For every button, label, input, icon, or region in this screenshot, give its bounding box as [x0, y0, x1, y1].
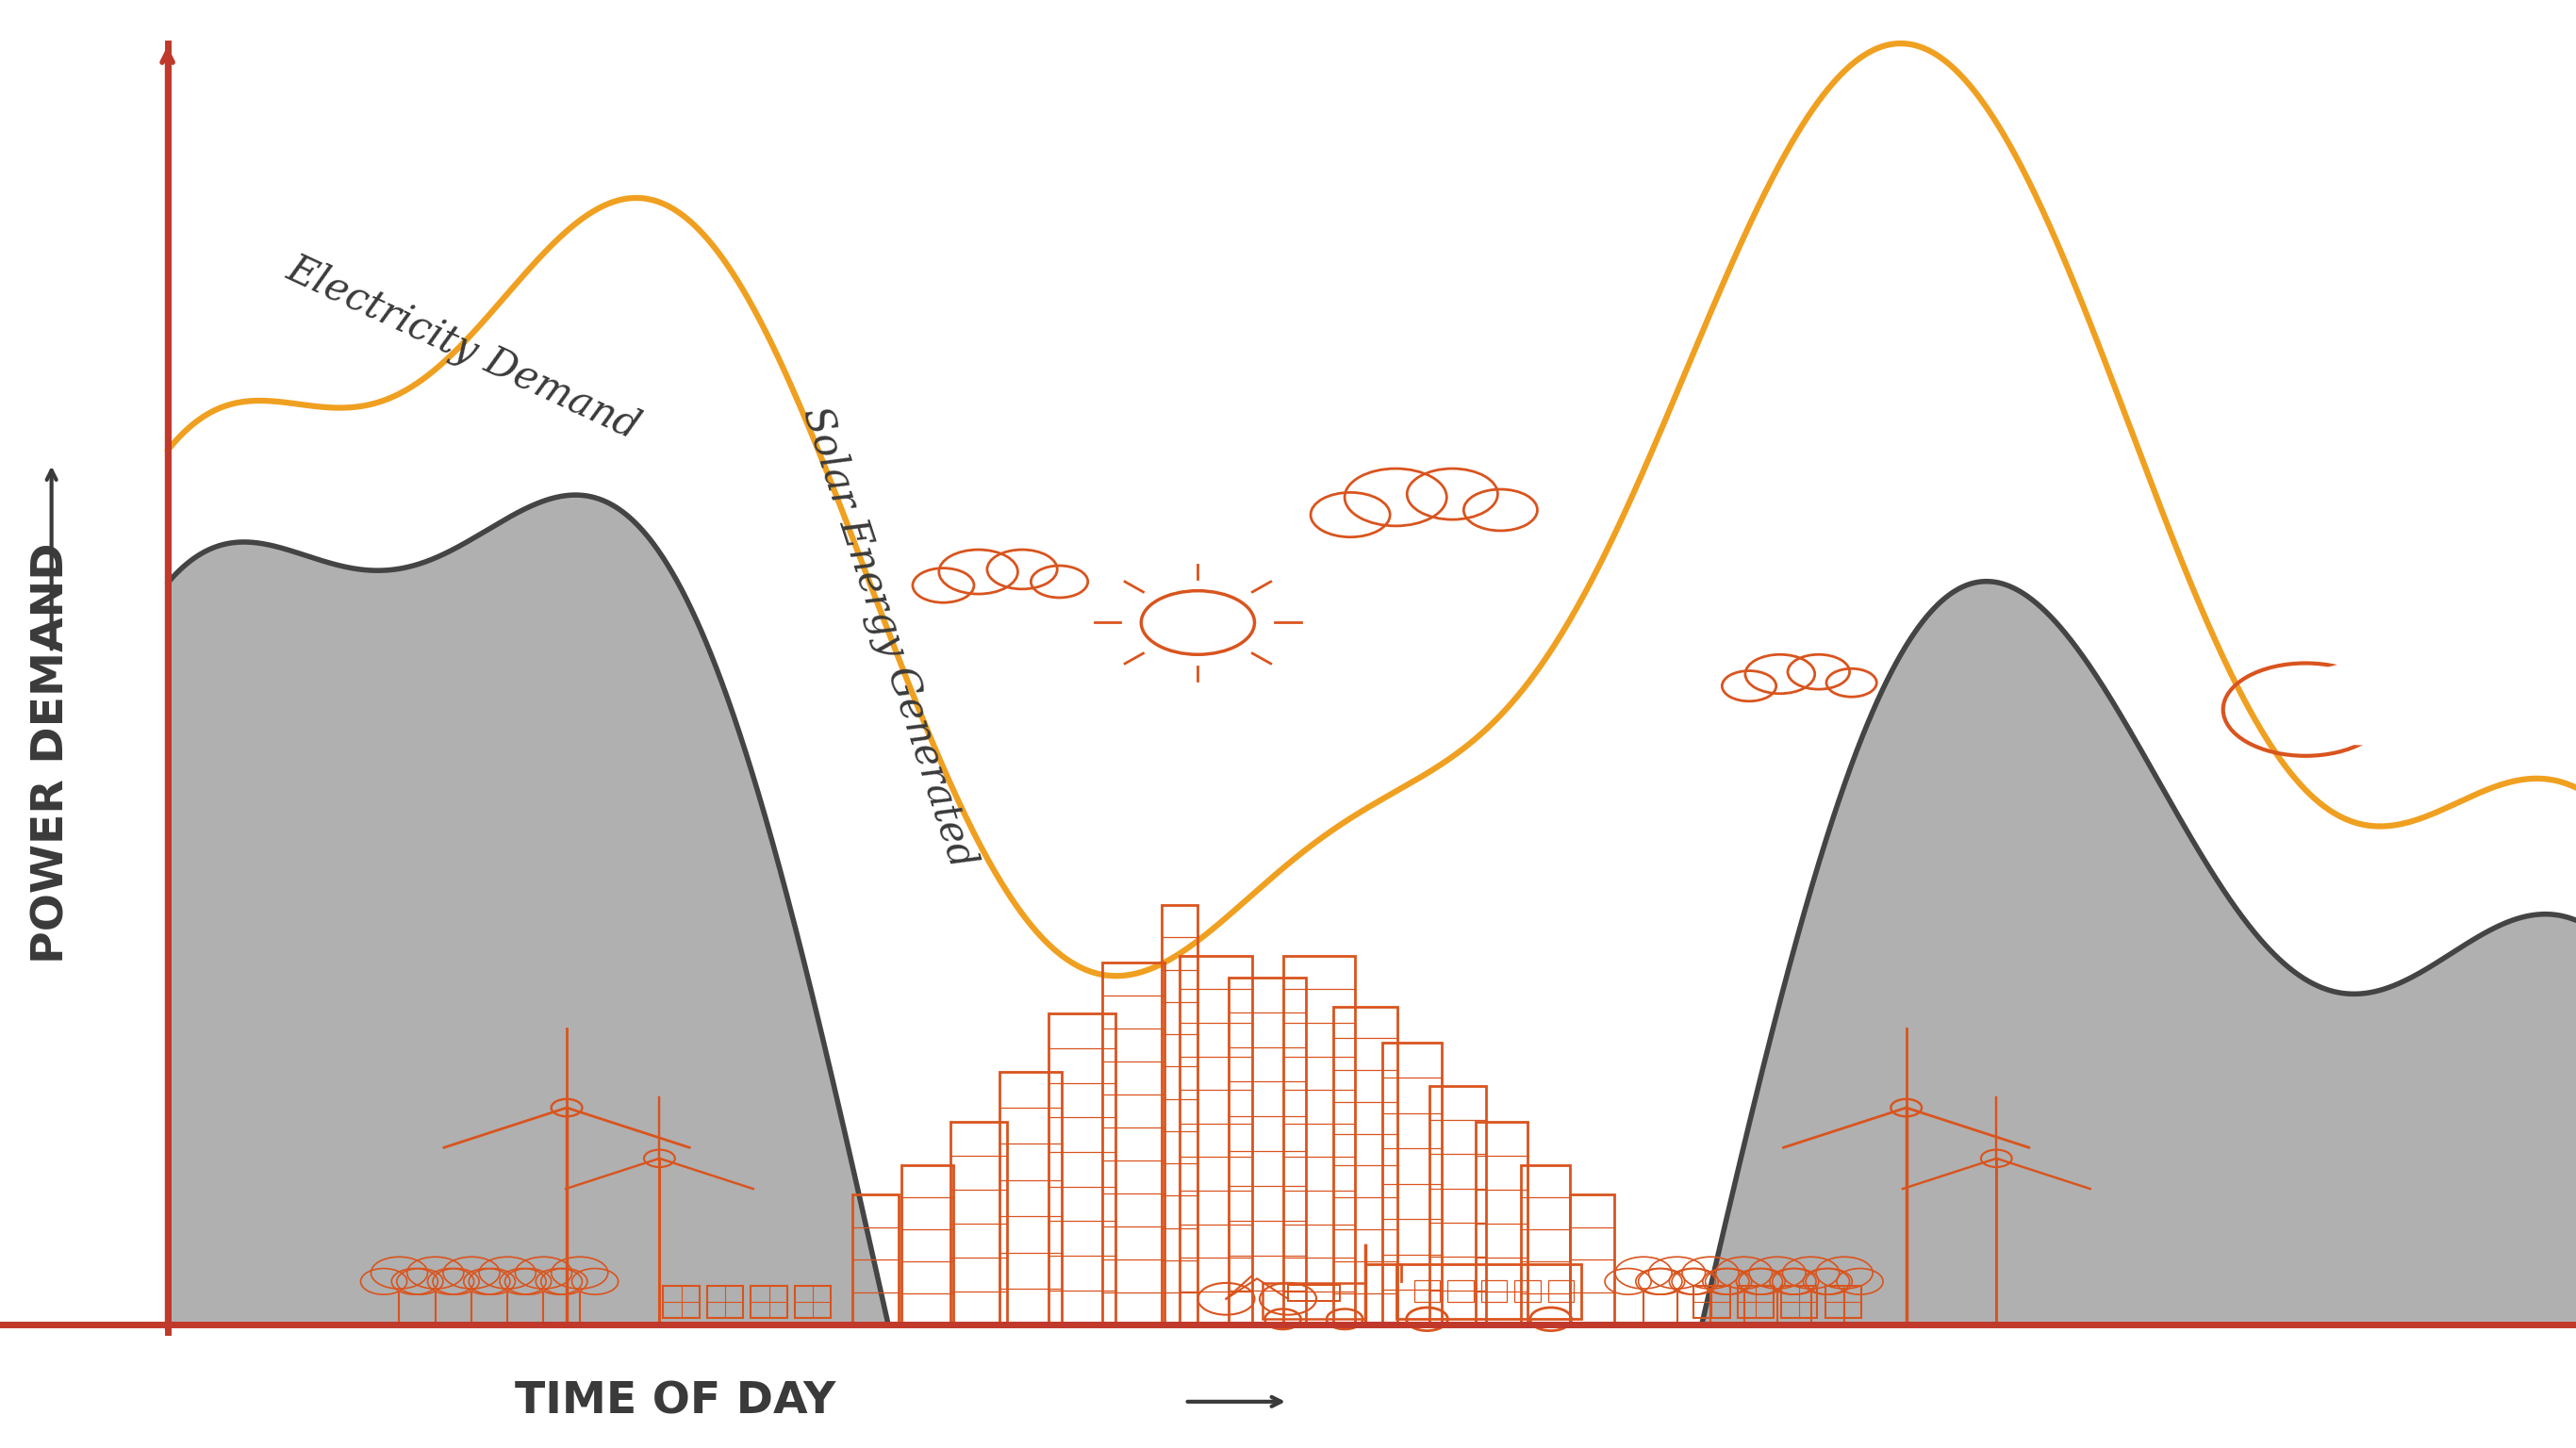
Bar	[1520, 1166, 1571, 1325]
Text: Solar Energy Generated: Solar Energy Generated	[796, 401, 981, 873]
Bar	[1448, 1280, 1473, 1302]
Bar	[1229, 977, 1306, 1325]
Bar	[1262, 1283, 1365, 1319]
Bar	[1515, 1280, 1540, 1302]
Text: POWER DEMAND: POWER DEMAND	[31, 543, 72, 963]
Bar	[1780, 1286, 1816, 1318]
Bar	[1288, 1284, 1340, 1300]
Bar	[662, 1286, 698, 1318]
Bar	[1180, 956, 1252, 1325]
Bar	[1396, 1264, 1582, 1319]
Bar	[1481, 1280, 1507, 1302]
Bar	[750, 1286, 786, 1318]
Bar	[1736, 1286, 1772, 1318]
Bar	[1334, 1006, 1396, 1325]
Bar	[1162, 905, 1198, 1325]
Bar	[1048, 1014, 1115, 1325]
Bar	[1569, 1195, 1613, 1325]
Bar	[793, 1286, 829, 1318]
Bar	[1103, 963, 1164, 1325]
Text: Electricity Demand: Electricity Demand	[281, 248, 647, 447]
Bar	[1383, 1043, 1443, 1325]
Bar	[1548, 1280, 1574, 1302]
Bar	[853, 1195, 899, 1325]
Circle shape	[2290, 663, 2434, 744]
Bar	[1476, 1122, 1528, 1325]
Bar	[1695, 1286, 1731, 1318]
Bar	[1430, 1086, 1486, 1325]
Bar	[999, 1072, 1061, 1325]
Bar	[951, 1122, 1007, 1325]
Bar	[902, 1166, 953, 1325]
Bar	[706, 1286, 742, 1318]
Bar	[1414, 1280, 1440, 1302]
Bar	[1824, 1286, 1860, 1318]
Text: TIME OF DAY: TIME OF DAY	[515, 1380, 837, 1423]
Bar	[1283, 956, 1355, 1325]
